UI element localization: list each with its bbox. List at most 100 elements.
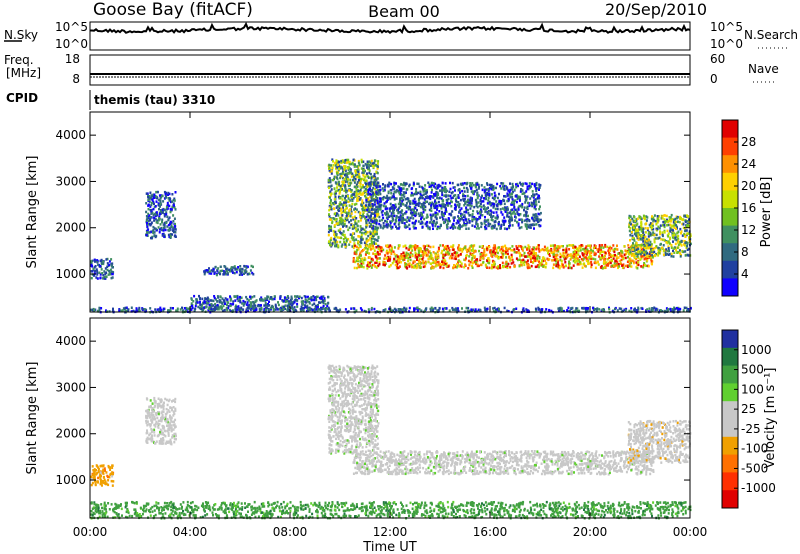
scatter-cell	[439, 262, 442, 266]
scatter-cell	[592, 306, 595, 310]
scatter-cell	[328, 166, 331, 169]
scatter-cell	[382, 248, 385, 252]
scatter-cell	[349, 178, 352, 182]
scatter-cell	[439, 216, 442, 219]
scatter-cell	[357, 179, 360, 182]
scatter-cell	[153, 193, 156, 196]
scatter-cell	[469, 245, 472, 248]
scatter-cell	[379, 226, 382, 229]
scatter-cell	[368, 209, 371, 212]
scatter-cell	[435, 217, 438, 221]
scatter-cell	[459, 191, 461, 194]
scatter-cell	[209, 307, 212, 310]
scatter-cell	[508, 226, 511, 230]
scatter-cell	[414, 248, 417, 251]
scatter-cell	[408, 207, 411, 210]
scatter-cell	[110, 272, 112, 275]
scatter-cell	[172, 199, 175, 202]
scatter-cell	[358, 181, 361, 185]
scatter-cell	[306, 310, 308, 313]
scatter-cell	[479, 253, 482, 256]
scatter-cell	[344, 169, 347, 172]
scatter-cell	[407, 252, 410, 256]
scatter-cell	[350, 171, 352, 174]
scatter-cell	[487, 211, 490, 214]
scatter-cell	[173, 204, 175, 207]
scatter-cell	[106, 262, 109, 265]
scatter-cell	[165, 206, 168, 209]
scatter-cell	[522, 192, 525, 195]
scatter-cell	[355, 259, 358, 262]
scatter-cell	[370, 219, 372, 222]
scatter-cell	[521, 218, 523, 222]
scatter-cell	[344, 203, 347, 206]
scatter-cell	[270, 305, 273, 309]
scatter-cell	[98, 308, 101, 311]
scatter-cell	[575, 253, 578, 256]
scatter-cell	[152, 207, 155, 211]
scatter-cell	[167, 191, 170, 195]
scatter-cell	[451, 190, 454, 194]
scatter-cell	[642, 249, 645, 253]
scatter-cell	[357, 196, 359, 199]
scatter-cell	[530, 185, 532, 188]
scatter-cell	[361, 177, 364, 181]
scatter-cell	[234, 268, 237, 271]
scatter-cell	[515, 245, 518, 248]
scatter-cell	[439, 204, 442, 208]
scatter-cell	[347, 228, 350, 232]
scatter-cell	[469, 260, 472, 264]
scatter-cell	[211, 309, 214, 313]
scatter-cell	[145, 202, 148, 205]
scatter-cell	[532, 248, 535, 251]
scatter-cell	[411, 208, 414, 211]
scatter-cell	[358, 177, 361, 181]
scatter-cell	[191, 306, 194, 310]
scatter-cell	[100, 258, 103, 262]
scatter-cell	[167, 197, 170, 200]
scatter-cell	[432, 245, 435, 249]
scatter-cell	[272, 309, 275, 312]
scatter-cell	[380, 203, 383, 207]
scatter-cell	[417, 203, 419, 206]
scatter-cell	[522, 258, 525, 262]
scatter-cell	[358, 198, 361, 201]
scatter-cell	[502, 187, 505, 191]
scatter-cell	[357, 265, 360, 269]
scatter-cell	[530, 201, 533, 205]
scatter-cell	[473, 255, 476, 258]
scatter-cell	[458, 217, 460, 220]
scatter-cell	[488, 213, 491, 216]
scatter-cell	[243, 272, 245, 275]
scatter-cell	[343, 201, 345, 204]
scatter-cell	[335, 176, 338, 179]
scatter-cell	[452, 227, 455, 230]
scatter-cell	[576, 257, 579, 260]
scatter-cell	[644, 253, 647, 257]
scatter-cell	[492, 310, 495, 313]
scatter-cell	[517, 206, 520, 209]
scatter-cell	[560, 245, 563, 248]
scatter-cell	[313, 308, 316, 311]
scatter-cell	[324, 302, 327, 306]
scatter-cell	[219, 301, 222, 304]
scatter-cell	[260, 299, 263, 302]
scatter-cell	[484, 191, 487, 195]
scatter-cell	[492, 263, 495, 267]
scatter-cell	[636, 309, 639, 312]
scatter-cell	[170, 225, 173, 228]
scatter-cell	[500, 182, 503, 185]
scatter-cell	[353, 307, 356, 310]
scatter-cell	[451, 245, 454, 249]
scatter-cell	[574, 309, 577, 312]
scatter-cell	[214, 307, 217, 311]
scatter-cell	[583, 254, 585, 257]
scatter-cell	[363, 309, 366, 313]
scatter-cell	[459, 252, 462, 256]
scatter-cell	[363, 256, 366, 260]
scatter-cell	[339, 173, 342, 176]
scatter-cell	[359, 260, 362, 263]
scatter-cell	[168, 216, 171, 219]
scatter-cell	[163, 225, 166, 229]
scatter-cell	[216, 269, 219, 272]
